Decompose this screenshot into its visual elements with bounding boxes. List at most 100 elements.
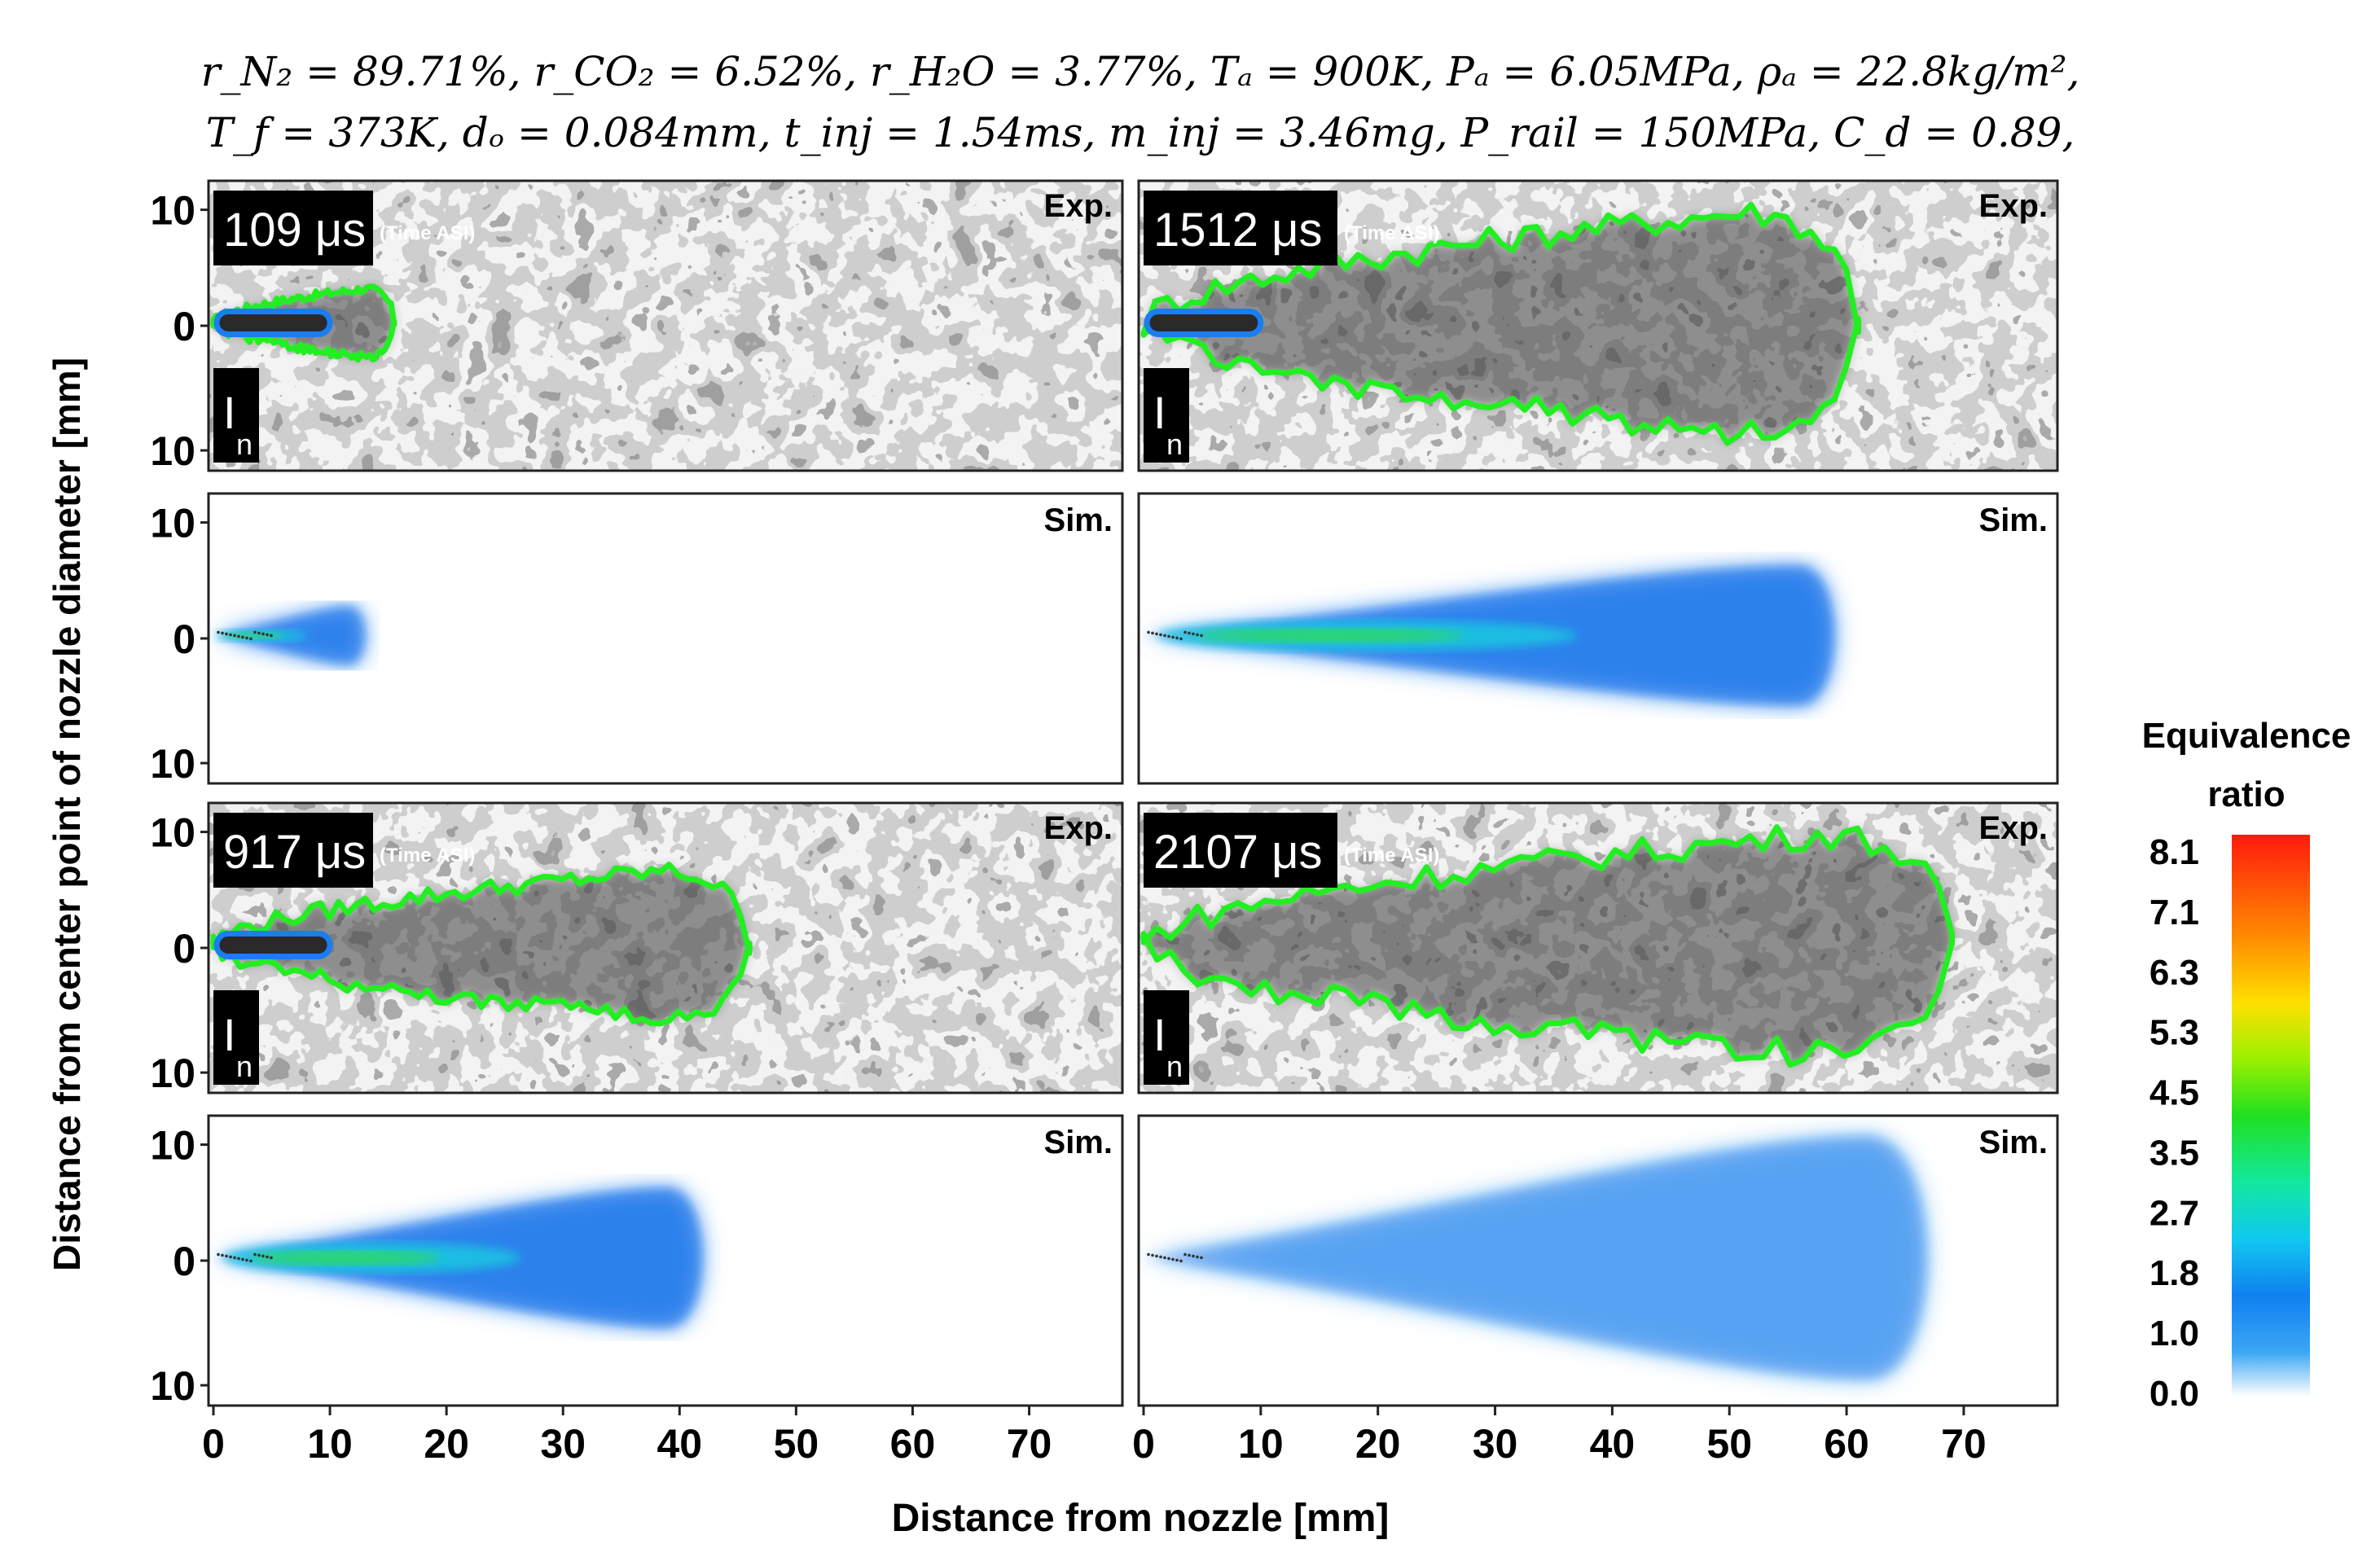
colorbar-ticks: 8.1 7.1 6.3 5.3 4.5 3.5 2.7 1.8 1.0 0.0 (2149, 832, 2199, 1414)
colorbar-tick-label: 3.5 (2149, 1133, 2199, 1173)
droplet-particle (1147, 1252, 1150, 1257)
injector-marker (213, 990, 259, 1085)
droplet-particle (1151, 1253, 1154, 1257)
injector-label: I (1153, 1009, 1166, 1060)
time-asi-label: (Time ASI) (380, 222, 475, 244)
droplet-particle (1179, 1259, 1183, 1263)
time-label: 2107 μs (1153, 826, 1323, 879)
panel-sim-p917: Sim. (207, 1114, 1124, 1407)
time-label-box (1144, 191, 1337, 265)
header-line-1: r_N₂ = 89.71%, r_CO₂ = 6.52%, r_H₂O = 3.… (201, 48, 2080, 95)
y-tick-label: 10 (150, 428, 195, 474)
droplet-particle (261, 632, 265, 636)
droplet-particle (229, 633, 232, 637)
sim-plume-core (1144, 1135, 1927, 1380)
x-tick-label: 0 (202, 1421, 225, 1467)
droplet-particle (1188, 1253, 1191, 1257)
droplet-particle (221, 631, 224, 635)
droplet-particle (261, 1254, 265, 1258)
x-tick-label: 50 (774, 1421, 819, 1467)
droplet-particle (1155, 1254, 1158, 1258)
vapor-boundary-contour (1140, 824, 1955, 1068)
x-tick-label: 30 (540, 1421, 586, 1467)
droplet-particle (249, 637, 252, 641)
x-tick-label: 10 (307, 1421, 353, 1467)
droplet-particle (1196, 633, 1199, 637)
x-tick-label: 60 (890, 1421, 936, 1467)
vapor-boundary-contour (210, 862, 753, 1027)
injector-label: I (223, 1009, 236, 1060)
droplet-particle (1192, 1254, 1195, 1258)
injector-label: I (223, 387, 236, 438)
droplet-particle (225, 632, 228, 636)
droplet-particle (1167, 634, 1170, 638)
x-axis-label: Distance from nozzle [mm] (892, 1497, 1390, 1540)
exp-label: Exp. (1044, 810, 1113, 846)
time-label: 109 μs (223, 204, 366, 257)
panel-frame (1137, 1114, 2059, 1407)
panel-exp-p917: 917 μs (Time ASI) Exp. In (207, 801, 1124, 1094)
droplet-particle (1183, 1252, 1187, 1257)
x-tick-label: 70 (1007, 1421, 1052, 1467)
droplet-particle (1196, 1255, 1199, 1259)
droplet-particle (266, 1255, 269, 1259)
liquid-length-contour (213, 930, 333, 959)
droplet-particle (241, 635, 244, 639)
y-tick-label: 0 (173, 304, 195, 349)
x-tick-labels: 0 10 20 30 40 50 60 70 0 10 20 30 40 50 60 70 (202, 1406, 1987, 1467)
y-tick-labels: 10 0 10 10 0 10 10 0 10 10 0 10 (150, 188, 209, 1409)
y-tick-label: 10 (150, 1363, 195, 1409)
y-tick-label: 10 (150, 501, 195, 546)
droplet-particle (221, 1253, 224, 1257)
exp-label: Exp. (1979, 810, 2048, 846)
droplet-particle (1175, 1258, 1179, 1262)
exp-label: Exp. (1979, 188, 2048, 224)
colorbar-title-line-1: Equivalence (2142, 716, 2351, 756)
injector-subscript: n (236, 1050, 252, 1083)
droplet-particle (237, 634, 240, 638)
panel-exp-p2107: 2107 μs (Time ASI) Exp. In (1137, 801, 2059, 1094)
sim-label: Sim. (1044, 1125, 1113, 1160)
droplet-particle (1159, 633, 1162, 637)
droplet-particle (217, 630, 220, 634)
y-tick-label: 10 (150, 1123, 195, 1169)
droplet-particle (229, 1255, 232, 1259)
x-tick-label: 40 (656, 1421, 702, 1467)
droplet-particle (1167, 1257, 1170, 1261)
injector-label: I (1153, 387, 1166, 438)
droplet-particle (253, 1252, 257, 1257)
colorbar-title-line-2: ratio (2207, 774, 2285, 814)
time-asi-label: (Time ASI) (1344, 222, 1439, 244)
sim-label: Sim. (1044, 502, 1113, 538)
liquid-length-contour (213, 308, 333, 337)
time-asi-label: (Time ASI) (380, 844, 475, 866)
droplet-particle (233, 634, 236, 638)
y-tick-label: 10 (150, 1051, 195, 1096)
x-tick-label: 50 (1706, 1421, 1752, 1467)
time-label: 917 μs (223, 826, 366, 879)
colorbar-tick-label: 1.8 (2149, 1253, 2199, 1293)
droplet-particle (1159, 1255, 1162, 1259)
injector-subscript: n (1166, 1050, 1183, 1083)
droplet-particle (237, 1257, 240, 1261)
sim-label: Sim. (1979, 502, 2048, 538)
y-tick-label: 10 (150, 741, 195, 787)
droplet-particle (241, 1257, 244, 1261)
droplet-particle (1175, 636, 1179, 640)
colorbar-tick-label: 1.0 (2149, 1314, 2199, 1353)
droplet-particle (257, 631, 261, 635)
x-tick-label: 70 (1941, 1421, 1987, 1467)
colorbar-tick-label: 4.5 (2149, 1073, 2199, 1113)
droplet-particle (1151, 631, 1154, 635)
panel-sim-p2107: Sim. (1137, 1114, 2059, 1407)
colorbar-tick-label: 2.7 (2149, 1193, 2199, 1233)
injector-marker (1144, 990, 1189, 1085)
y-tick-label: 0 (173, 926, 195, 972)
panel-frame (1137, 492, 2059, 785)
injector-marker (1144, 368, 1189, 463)
injector-subscript: n (1166, 428, 1183, 461)
droplet-particle (266, 633, 269, 637)
time-label-box (213, 191, 373, 265)
panel-frame (1137, 801, 2059, 1094)
droplet-particle (1179, 637, 1183, 641)
